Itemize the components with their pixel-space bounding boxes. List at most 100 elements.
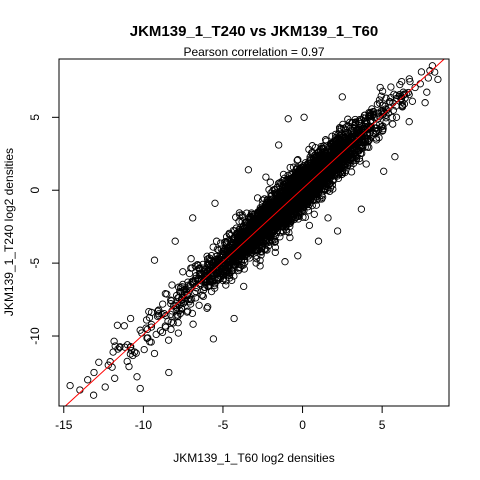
data-point — [294, 252, 302, 260]
data-point — [298, 204, 307, 212]
data-point — [120, 322, 128, 330]
data-point — [314, 237, 323, 245]
data-point — [155, 311, 163, 320]
data-point — [109, 348, 117, 356]
data-point — [380, 167, 388, 175]
data-point — [343, 135, 352, 144]
data-point — [234, 238, 243, 246]
data-point — [377, 92, 385, 100]
data-point — [206, 256, 214, 264]
data-point — [243, 237, 251, 245]
data-point — [378, 87, 387, 95]
data-point — [225, 269, 234, 278]
data-point — [383, 106, 391, 114]
data-point — [252, 255, 261, 263]
data-point — [238, 236, 246, 244]
data-point — [142, 316, 151, 324]
data-point — [225, 261, 234, 269]
data-point — [300, 113, 308, 121]
x-tick-label: -5 — [218, 418, 229, 432]
data-point — [189, 320, 197, 328]
data-point — [293, 156, 301, 165]
data-point — [167, 296, 175, 304]
data-point — [126, 314, 135, 323]
data-point — [327, 148, 335, 156]
data-point — [345, 122, 353, 130]
data-point — [294, 204, 302, 213]
data-point — [411, 83, 419, 92]
points-layer — [66, 62, 442, 399]
data-point — [351, 118, 360, 126]
data-point — [190, 289, 199, 297]
data-point — [265, 225, 274, 233]
data-point — [231, 255, 240, 263]
x-tick-label: -10 — [135, 418, 153, 432]
data-point — [246, 215, 254, 224]
data-point — [238, 211, 246, 219]
data-point — [174, 329, 183, 337]
data-point — [357, 137, 366, 145]
data-point — [333, 153, 342, 162]
data-point — [206, 278, 215, 286]
data-point — [365, 123, 374, 132]
data-point — [306, 186, 314, 195]
data-point — [230, 314, 238, 323]
data-point — [340, 124, 348, 132]
data-point — [269, 209, 278, 218]
data-point — [226, 247, 234, 255]
data-point — [207, 268, 216, 276]
data-point — [316, 179, 324, 187]
data-point — [417, 68, 426, 76]
fit-line-layer — [65, 58, 445, 407]
data-point — [369, 107, 378, 116]
data-point — [292, 190, 301, 198]
data-point — [226, 258, 234, 266]
data-point — [221, 265, 229, 273]
data-point — [400, 90, 409, 98]
data-point — [277, 206, 285, 214]
data-point — [336, 168, 345, 176]
data-point — [347, 135, 355, 144]
data-point — [322, 137, 330, 145]
data-point — [303, 197, 312, 205]
data-point — [318, 195, 326, 203]
data-point — [246, 212, 254, 220]
data-point — [286, 233, 294, 242]
data-point — [219, 271, 227, 279]
data-point — [290, 204, 299, 212]
data-point — [399, 91, 408, 99]
data-point — [162, 323, 170, 331]
data-point — [264, 242, 273, 250]
data-point — [256, 232, 264, 240]
data-point — [379, 122, 387, 130]
data-point — [66, 381, 74, 390]
data-point — [424, 74, 432, 82]
data-point — [328, 163, 336, 171]
data-point — [183, 285, 191, 294]
data-point — [266, 237, 274, 246]
data-point — [187, 255, 195, 263]
data-point — [164, 336, 173, 344]
data-point — [199, 260, 207, 269]
data-point — [212, 237, 221, 245]
data-point — [317, 157, 325, 165]
x-axis-label: JKM139_1_T60 log2 densities — [173, 451, 334, 465]
data-point — [210, 281, 219, 290]
data-point — [298, 185, 306, 193]
data-point — [244, 246, 252, 254]
data-point — [211, 199, 219, 207]
data-point — [220, 261, 229, 269]
data-point — [213, 263, 221, 271]
data-point — [310, 174, 318, 183]
data-point — [406, 77, 414, 86]
data-point — [265, 186, 273, 194]
data-point — [273, 194, 281, 202]
data-point — [271, 217, 279, 226]
data-point — [294, 156, 302, 164]
data-point — [90, 368, 98, 377]
data-point — [344, 158, 353, 167]
data-point — [241, 219, 249, 227]
data-point — [146, 338, 154, 346]
data-point — [362, 160, 370, 168]
